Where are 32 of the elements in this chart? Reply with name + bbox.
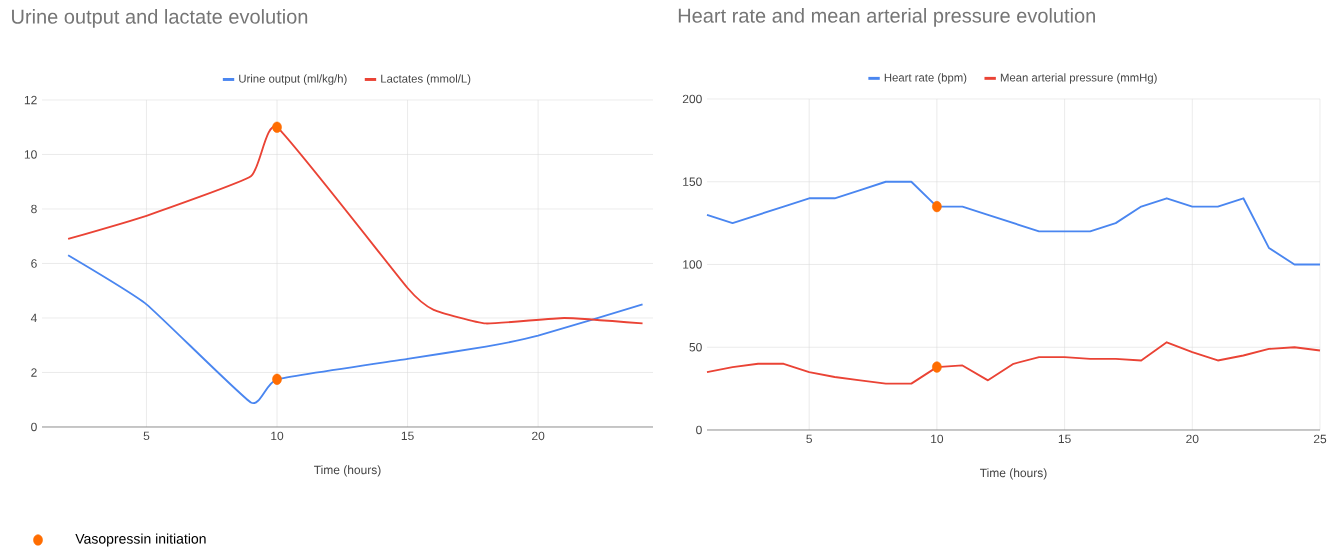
y-tick-label: 200 [682, 94, 702, 104]
y-tick-label: 2 [31, 368, 37, 377]
legend-label: Mean arterial pressure (mmHg) [1000, 73, 1157, 84]
y-tick-label: 0 [31, 422, 37, 432]
x-tick-label: 20 [1186, 434, 1199, 444]
legend-label: Lactates (mmol/L) [381, 74, 471, 85]
line-series [67, 254, 644, 405]
x-tick-label: 15 [1058, 434, 1071, 444]
x-tick-label: 10 [931, 434, 944, 444]
x-tick-label: 5 [806, 434, 812, 444]
x-axis-title: Time (hours) [979, 468, 1047, 480]
x-axis-title: Time (hours) [314, 465, 381, 477]
x-tick-label: 10 [271, 431, 284, 441]
y-tick-label: 100 [683, 260, 702, 269]
legend-label: Heart rate (bpm) [884, 73, 967, 84]
chart-title: Heart rate and mean arterial pressure evolution [678, 8, 1095, 27]
y-tick-label: 12 [24, 95, 37, 105]
y-tick-label: 50 [689, 342, 702, 352]
y-tick-label: 8 [31, 204, 37, 214]
y-tick-label: 0 [696, 425, 702, 435]
x-tick-label: 15 [401, 431, 414, 441]
x-tick-label: 20 [532, 431, 545, 441]
y-tick-label: 6 [31, 259, 37, 268]
x-tick-label: 5 [143, 431, 150, 441]
y-tick-label: 10 [24, 150, 37, 159]
y-tick-label: 150 [683, 177, 702, 186]
x-tick-label: 25 [1313, 434, 1327, 444]
text: Vasopressin initiation [75, 533, 206, 547]
legend-label: Urine output (ml/kg/h) [239, 74, 347, 85]
chart-title: Urine output and lactate evolution [12, 9, 308, 28]
y-tick-label: 4 [30, 313, 37, 323]
line-series [706, 341, 1321, 385]
